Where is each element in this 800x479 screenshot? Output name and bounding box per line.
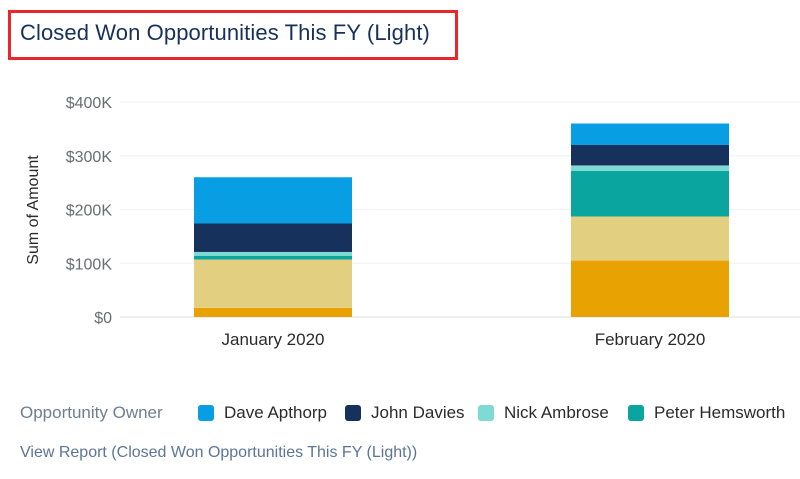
title-highlight-box (8, 10, 458, 60)
legend-label: Peter Hemsworth (654, 403, 786, 422)
bar-segment (194, 223, 352, 252)
y-tick-label: $200K (66, 203, 113, 220)
y-axis-label: Sum of Amount (25, 155, 42, 265)
view-report-link[interactable]: View Report (Closed Won Opportunities Th… (20, 444, 418, 461)
legend: Opportunity Owner Dave Apthorp John Davi… (20, 403, 800, 427)
bar-segment (571, 145, 729, 166)
bar-segment (194, 307, 352, 317)
bar-segment (194, 259, 352, 308)
y-tick-label: $300K (66, 149, 113, 166)
bar-segment (194, 251, 352, 256)
legend-swatch (198, 405, 214, 421)
y-tick-label: $400K (66, 95, 113, 112)
bar-segment (194, 177, 352, 224)
y-tick-label: $0 (94, 310, 112, 327)
legend-item-john-davies[interactable]: John Davies (345, 403, 465, 423)
chart-title: Closed Won Opportunities This FY (Light) (20, 20, 430, 45)
y-tick-label: $100K (66, 256, 113, 273)
bar-segment (571, 260, 729, 317)
legend-swatch (478, 405, 494, 421)
legend-item-peter-hemsworth[interactable]: Peter Hemsworth (628, 403, 785, 423)
legend-item-nick-ambrose[interactable]: Nick Ambrose (478, 403, 609, 423)
legend-label: Dave Apthorp (224, 403, 328, 422)
legend-title: Opportunity Owner (20, 403, 163, 422)
x-tick-label: February 2020 (595, 330, 706, 349)
legend-swatch (628, 405, 644, 421)
legend-item-dave-apthorp[interactable]: Dave Apthorp (198, 403, 327, 423)
bar-segment (571, 123, 729, 145)
bar-segment (571, 216, 729, 261)
legend-swatch (345, 405, 361, 421)
bar-segment (571, 165, 729, 171)
legend-label: Nick Ambrose (504, 403, 609, 422)
bar-segment (194, 255, 352, 260)
x-tick-label: January 2020 (221, 330, 324, 349)
stacked-bar-chart: $0 $100K $200K $300K $400K Sum of Amount Janua… (25, 95, 800, 349)
legend-label: John Davies (371, 403, 465, 422)
bar-segment (571, 170, 729, 217)
